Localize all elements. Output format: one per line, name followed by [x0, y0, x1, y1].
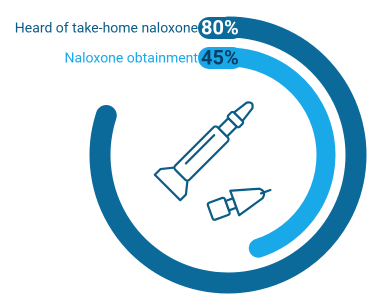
chart: 80%Heard of take-home naloxone45%Naloxon… [0, 0, 369, 298]
radial-bar [228, 57, 326, 248]
syringe-barrel [173, 125, 230, 182]
syringe-neck [218, 118, 236, 136]
value-label: 45% [201, 45, 239, 69]
atomizer-cone [230, 180, 268, 215]
naloxone-icon [155, 91, 275, 224]
page: {"chart_data": {"type": "radial-bar", "s… [0, 0, 369, 298]
syringe-tip [234, 99, 256, 121]
syringe-plunger [155, 162, 193, 200]
series-label: Naloxone obtainment [65, 51, 199, 67]
value-label: 80% [201, 15, 239, 39]
series-label: Heard of take-home naloxone [15, 21, 198, 37]
